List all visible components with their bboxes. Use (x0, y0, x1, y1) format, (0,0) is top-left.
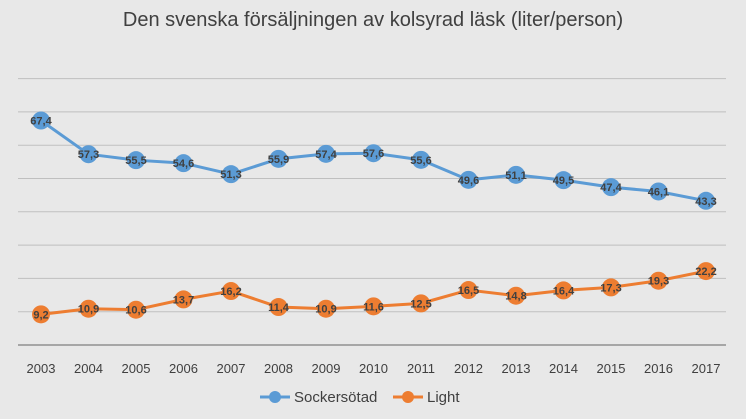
data-label: 54,6 (173, 158, 194, 170)
data-label: 19,3 (648, 276, 669, 288)
data-label: 22,2 (695, 266, 716, 278)
data-label: 55,6 (410, 155, 431, 167)
data-label: 11,6 (363, 301, 384, 313)
x-tick-label: 2005 (122, 361, 151, 376)
data-point (697, 262, 715, 281)
data-point (269, 298, 288, 317)
legend-marker (269, 391, 281, 403)
data-label: 43,3 (695, 196, 716, 208)
x-tick-label: 2008 (264, 361, 293, 376)
x-tick-label: 2009 (312, 361, 341, 376)
data-point (649, 182, 668, 201)
data-point (79, 145, 98, 164)
data-point (269, 149, 288, 168)
data-point (222, 165, 240, 184)
data-point (554, 171, 573, 190)
x-tick-label: 2006 (169, 361, 198, 376)
data-label: 13,7 (173, 294, 194, 306)
data-label: 16,5 (458, 285, 479, 297)
data-label: 10,9 (78, 304, 99, 316)
data-point (32, 111, 50, 130)
data-label: 67,4 (30, 116, 52, 128)
legend-item: Sockersötad (260, 389, 377, 406)
x-tick-label: 2017 (692, 361, 721, 376)
data-label: 49,5 (553, 175, 574, 187)
data-point (649, 271, 668, 290)
x-tick-label: 2004 (74, 361, 103, 376)
data-label: 10,6 (125, 305, 146, 317)
data-label: 11,4 (268, 302, 290, 314)
data-label: 46,1 (648, 186, 669, 198)
data-label: 57,3 (78, 149, 99, 161)
data-point (507, 286, 525, 305)
legend-item: Light (393, 389, 460, 406)
data-point (364, 144, 383, 163)
data-label: 12,5 (410, 298, 431, 310)
data-point (602, 278, 620, 297)
data-label: 47,4 (600, 182, 622, 194)
data-label: 57,4 (315, 149, 337, 161)
x-tick-label: 2015 (597, 361, 626, 376)
data-point (459, 170, 478, 189)
data-point (127, 151, 145, 170)
data-label: 51,3 (220, 169, 241, 181)
data-label: 9,2 (33, 309, 48, 321)
data-point (32, 305, 50, 324)
data-point (317, 299, 335, 318)
data-label: 10,9 (315, 304, 336, 316)
data-point (317, 144, 335, 163)
x-tick-label: 2012 (454, 361, 483, 376)
data-label: 51,1 (505, 170, 526, 182)
x-tick-label: 2016 (644, 361, 673, 376)
data-point (174, 154, 193, 173)
data-label: 57,6 (363, 148, 384, 160)
x-tick-label: 2003 (27, 361, 56, 376)
legend-label: Sockersötad (294, 389, 377, 406)
x-tick-label: 2014 (549, 361, 578, 376)
legend-label: Light (427, 389, 460, 406)
data-point (222, 282, 240, 301)
data-label: 14,8 (505, 291, 526, 303)
data-point (364, 297, 383, 316)
data-point (554, 281, 573, 300)
x-tick-label: 2011 (407, 361, 435, 376)
data-label: 49,6 (458, 175, 479, 187)
data-point (412, 294, 430, 313)
x-tick-label: 2013 (502, 361, 531, 376)
data-point (174, 290, 193, 309)
x-tick-label: 2010 (359, 361, 388, 376)
data-label: 16,2 (220, 286, 241, 298)
x-tick-label: 2007 (217, 361, 246, 376)
data-label: 17,3 (600, 282, 621, 294)
data-label: 55,5 (125, 155, 146, 167)
data-point (412, 150, 430, 169)
data-point (697, 191, 715, 210)
data-point (79, 299, 98, 318)
chart-title: Den svenska försäljningen av kolsyrad lä… (122, 9, 624, 31)
data-point (507, 165, 525, 184)
legend-marker (402, 391, 414, 403)
data-label: 55,9 (268, 154, 289, 166)
data-label: 16,4 (553, 285, 575, 297)
data-point (127, 300, 145, 319)
data-point (459, 281, 478, 300)
data-point (602, 178, 620, 197)
